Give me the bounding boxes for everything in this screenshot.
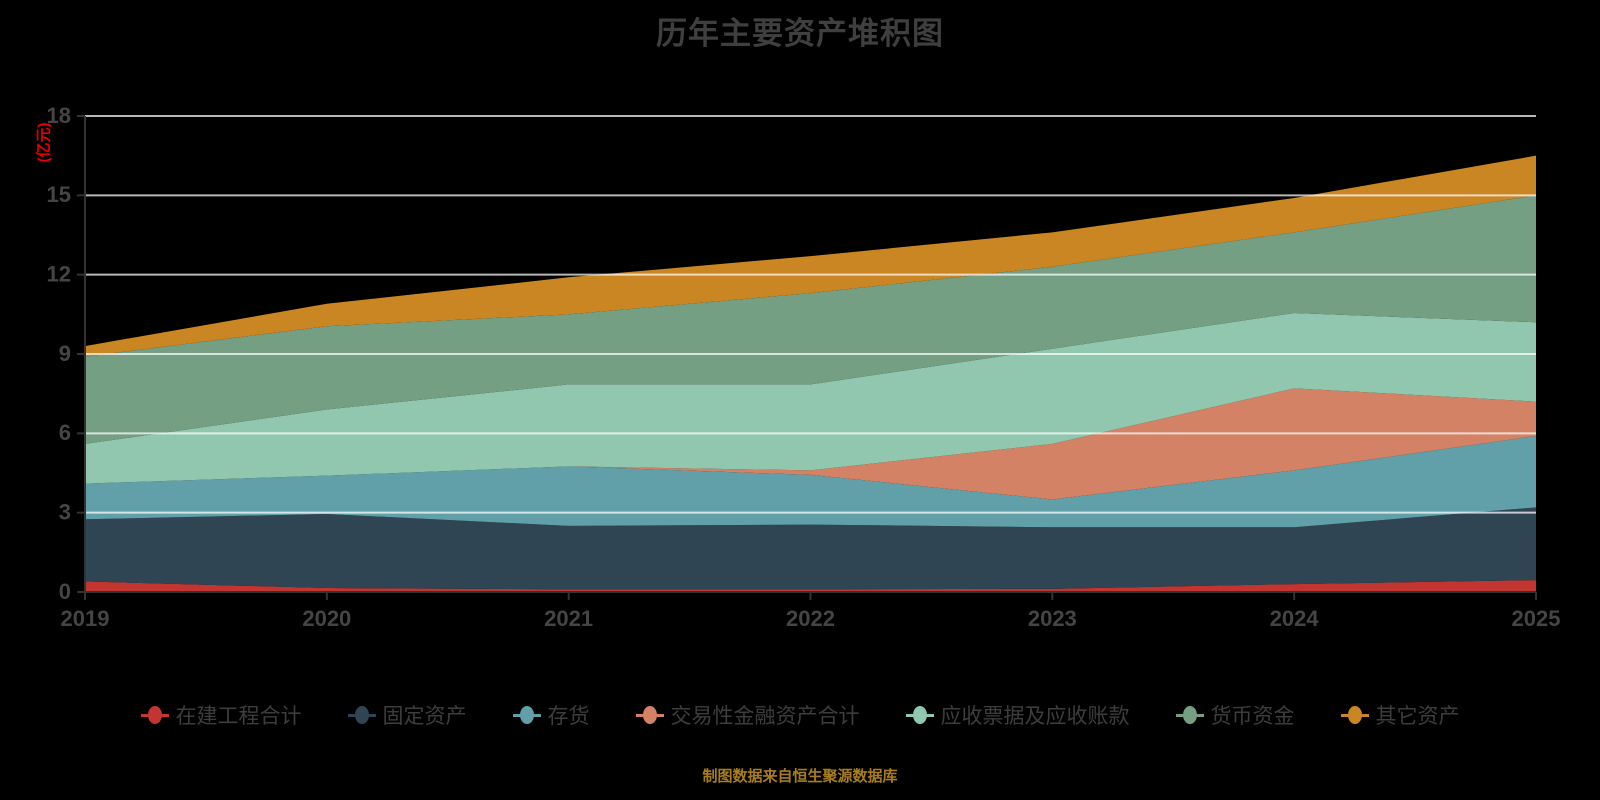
y-axis-label: 12 (47, 261, 71, 286)
legend-item-1[interactable]: 固定资产 (347, 700, 467, 730)
x-axis-label: 2025 (1512, 606, 1561, 631)
legend-label: 在建工程合计 (175, 705, 302, 728)
area-series-6 (85, 155, 1536, 357)
legend-item-4[interactable]: 应收票据及应收账款 (905, 700, 1130, 730)
y-axis-label: 9 (59, 341, 71, 366)
legend-label: 存货 (547, 705, 590, 728)
x-axis-label: 2022 (786, 606, 835, 631)
y-axis-label: 0 (59, 579, 71, 604)
legend-label: 货币资金 (1210, 705, 1295, 728)
x-axis-label: 2020 (302, 606, 351, 631)
area-series-0 (85, 580, 1536, 592)
legend-item-3[interactable]: 交易性金融资产合计 (635, 700, 860, 730)
legend-item-0[interactable]: 在建工程合计 (140, 700, 302, 730)
x-axis-label: 2019 (61, 606, 110, 631)
chart-title: 历年主要资产堆积图 (656, 16, 944, 51)
legend-series-marker-icon (635, 705, 664, 725)
legend-series-marker-icon (512, 705, 541, 725)
legend: 在建工程合计 固定资产 存货 交易性金融资产合计 应收票据及应收账款 货币资金 其它资产 (0, 700, 1600, 730)
legend-item-5[interactable]: 货币资金 (1175, 700, 1295, 730)
x-axis-label: 2023 (1028, 606, 1077, 631)
x-axis-label: 2021 (544, 606, 593, 631)
legend-series-marker-icon (1175, 705, 1204, 725)
legend-label: 其它资产 (1375, 705, 1460, 728)
legend-series-marker-icon (1340, 705, 1369, 725)
legend-label: 固定资产 (382, 705, 467, 728)
legend-series-marker-icon (140, 705, 169, 725)
x-axis-label: 2024 (1270, 606, 1320, 631)
legend-item-2[interactable]: 存货 (512, 700, 590, 730)
legend-marker-dot (147, 706, 162, 724)
legend-marker-dot (519, 706, 534, 724)
data-source-note: 制图数据来自恒生聚源数据库 (702, 768, 898, 785)
legend-label: 应收票据及应收账款 (940, 705, 1130, 728)
area-series-2 (85, 435, 1536, 528)
legend-marker-dot (912, 706, 927, 724)
y-axis-label: 6 (59, 420, 71, 445)
legend-label: 交易性金融资产合计 (670, 705, 860, 728)
legend-item-6[interactable]: 其它资产 (1340, 700, 1460, 730)
area-series-1 (85, 507, 1536, 590)
area-series-5 (85, 195, 1536, 444)
legend-marker-dot (642, 706, 657, 724)
y-axis-label: 18 (47, 103, 71, 128)
legend-marker-dot (354, 706, 369, 724)
legend-marker-dot (1182, 706, 1197, 724)
legend-marker-dot (1347, 706, 1362, 724)
y-axis-label: 3 (59, 499, 71, 524)
y-axis-label: 15 (47, 182, 71, 207)
legend-series-marker-icon (905, 705, 934, 725)
area-series-4 (85, 313, 1536, 484)
legend-series-marker-icon (347, 705, 376, 725)
